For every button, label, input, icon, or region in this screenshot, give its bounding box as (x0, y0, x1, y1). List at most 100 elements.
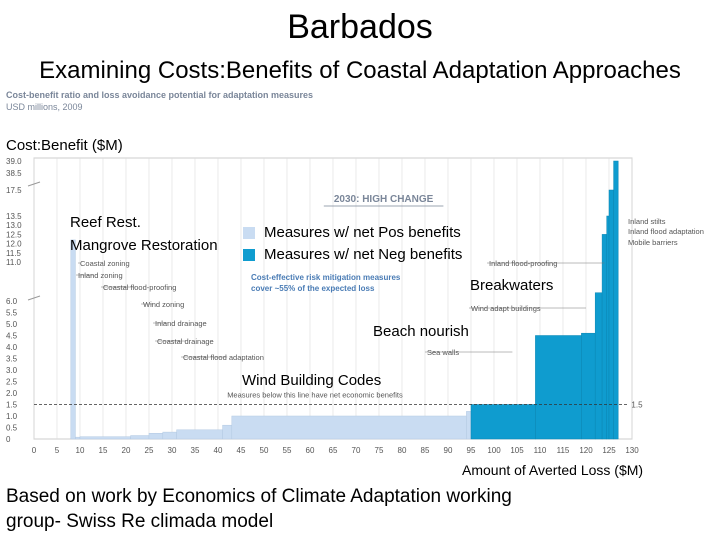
legend-positive-label: Measures w/ net Pos benefits (264, 224, 461, 241)
footer-source-note: Based on work by Economics of Climate Ad… (6, 484, 646, 534)
bar-breakwaters (594, 292, 603, 440)
y-tick-label: 3.0 (6, 366, 18, 375)
bar-beach-nourish (535, 335, 582, 440)
bar-inland-flood-proofing (601, 234, 607, 440)
footer-line-2: group- Swiss Re climada model (6, 511, 274, 532)
y-tick-label: 11.5 (6, 249, 22, 258)
x-tick-label: 80 (398, 446, 407, 455)
legend-negative-label: Measures w/ net Neg benefits (264, 246, 463, 263)
callout-inland-stilts: Inland stilts (628, 217, 666, 226)
x-tick-label: 35 (191, 446, 200, 455)
x-tick-label: 10 (76, 446, 85, 455)
callout-coastal-flood-proofing: Coastal flood-proofing (103, 283, 176, 292)
bar-inland-drainage (162, 431, 177, 440)
y-tick-label: 3.5 (6, 355, 18, 364)
x-tick-label: 55 (283, 446, 292, 455)
source-chart-title: Cost-benefit ratio and loss avoidance po… (6, 90, 314, 100)
overlay-beach-label: Beach nourish (373, 323, 469, 340)
y-tick-label: 12.0 (6, 240, 22, 249)
threshold-label: 1.5 (631, 401, 643, 410)
bar-wind-adapt-buildings (581, 332, 596, 440)
x-tick-label: 100 (487, 446, 501, 455)
y-tick-label: 0.5 (6, 424, 18, 433)
x-tick-label: 70 (352, 446, 361, 455)
callout-coastal-zoning: Coastal zoning (80, 259, 130, 268)
y-tick-label: 4.5 (6, 332, 18, 341)
y-tick-label: 1.5 (6, 401, 18, 410)
x-tick-label: 15 (99, 446, 108, 455)
slide-title: Barbados (287, 8, 433, 46)
bar-coastal-flood-adaptation (222, 424, 233, 440)
x-axis-overlay-label: Amount of Averted Loss ($M) (462, 462, 644, 478)
footer-line-1: Based on work by Economics of Climate Ad… (6, 486, 512, 507)
x-tick-label: 20 (122, 446, 131, 455)
y-tick-label: 1.0 (6, 412, 18, 421)
x-tick-label: 85 (421, 446, 430, 455)
overlay-breakwaters-label: Breakwaters (470, 277, 554, 294)
overlay-mangrove-label: Mangrove Restoration (70, 237, 218, 254)
x-tick-label: 40 (214, 446, 223, 455)
y-tick-label: 6.0 (6, 297, 18, 306)
bar-wind-zoning (148, 433, 164, 440)
legend-negative-swatch (243, 249, 255, 261)
x-tick-label: 75 (375, 446, 384, 455)
x-tick-label: 115 (557, 446, 570, 455)
y-tick-label: 4.0 (6, 343, 18, 352)
x-tick-label: 110 (534, 446, 547, 455)
overlay-reef-label: Reef Rest. (70, 214, 141, 231)
bar-coastal-zoning (75, 436, 81, 440)
x-tick-label: 5 (55, 446, 60, 455)
axis-break-mark (27, 295, 41, 301)
callout-wind-zoning: Wind zoning (143, 300, 184, 309)
callout-inland-drainage: Inland drainage (155, 319, 207, 328)
y-tick-label: 39.0 (6, 157, 22, 166)
y-tick-label: 2.0 (6, 389, 18, 398)
bar-coastal-drainage (176, 429, 223, 440)
x-tick-label: 30 (168, 446, 177, 455)
x-tick-label: 0 (32, 446, 37, 455)
y-axis-overlay-label: Cost:Benefit ($M) (6, 137, 123, 154)
callout-sea-walls: Sea walls (427, 348, 459, 357)
callout-inland-zoning: Inland zoning (78, 271, 123, 280)
bar-inland-flood-adaptation (608, 189, 614, 440)
bar-mangrove-restoration (466, 411, 472, 440)
threshold-note: Measures below this line have net econom… (227, 391, 403, 400)
x-tick-label: 50 (260, 446, 269, 455)
callout-inland-flood-proofing: Inland flood-proofing (489, 259, 557, 268)
bar-inland-stilts (613, 160, 619, 440)
y-tick-label: 2.5 (6, 378, 18, 387)
y-tick-label: 12.5 (6, 230, 22, 239)
coverage-note-line-2: cover ~55% of the expected loss (251, 284, 375, 293)
x-tick-label: 120 (579, 446, 593, 455)
bar-reef-rest- (70, 239, 76, 440)
coverage-note-line-1: Cost-effective risk mitigation measures (251, 273, 401, 282)
x-tick-label: 95 (467, 446, 476, 455)
x-tick-label: 65 (329, 446, 338, 455)
bar-coastal-flood-proofing (130, 435, 150, 440)
x-tick-label: 60 (306, 446, 315, 455)
x-tick-label: 125 (602, 446, 616, 455)
callout-mobile-barriers: Mobile barriers (628, 238, 678, 247)
y-tick-label: 5.0 (6, 320, 18, 329)
legend-positive-swatch (243, 227, 255, 239)
y-tick-label: 17.5 (6, 186, 22, 195)
source-chart-units: USD millions, 2009 (6, 102, 83, 112)
x-tick-label: 130 (625, 446, 639, 455)
callout-wind-adapt-buildings: Wind adapt buildings (471, 304, 541, 313)
axis-break-mark (27, 181, 41, 187)
callout-coastal-flood-adaptation: Coastal flood adaptation (183, 353, 264, 362)
y-tick-label: 0 (6, 435, 11, 444)
overlay-wind-codes-label: Wind Building Codes (242, 372, 382, 389)
bar-wind-building-codes (231, 415, 467, 440)
x-tick-label: 25 (145, 446, 154, 455)
y-tick-label: 13.0 (6, 221, 22, 230)
y-tick-label: 5.5 (6, 309, 18, 318)
y-tick-label: 11.0 (6, 258, 22, 267)
x-tick-label: 45 (237, 446, 246, 455)
callout-coastal-drainage: Coastal drainage (157, 337, 214, 346)
scenario-label: 2030: HIGH CHANGE (334, 194, 434, 205)
y-tick-label: 38.5 (6, 169, 22, 178)
slide-subtitle: Examining Costs:Benefits of Coastal Adap… (39, 57, 681, 84)
x-tick-label: 90 (444, 446, 453, 455)
bar-inland-zoning (79, 436, 131, 440)
